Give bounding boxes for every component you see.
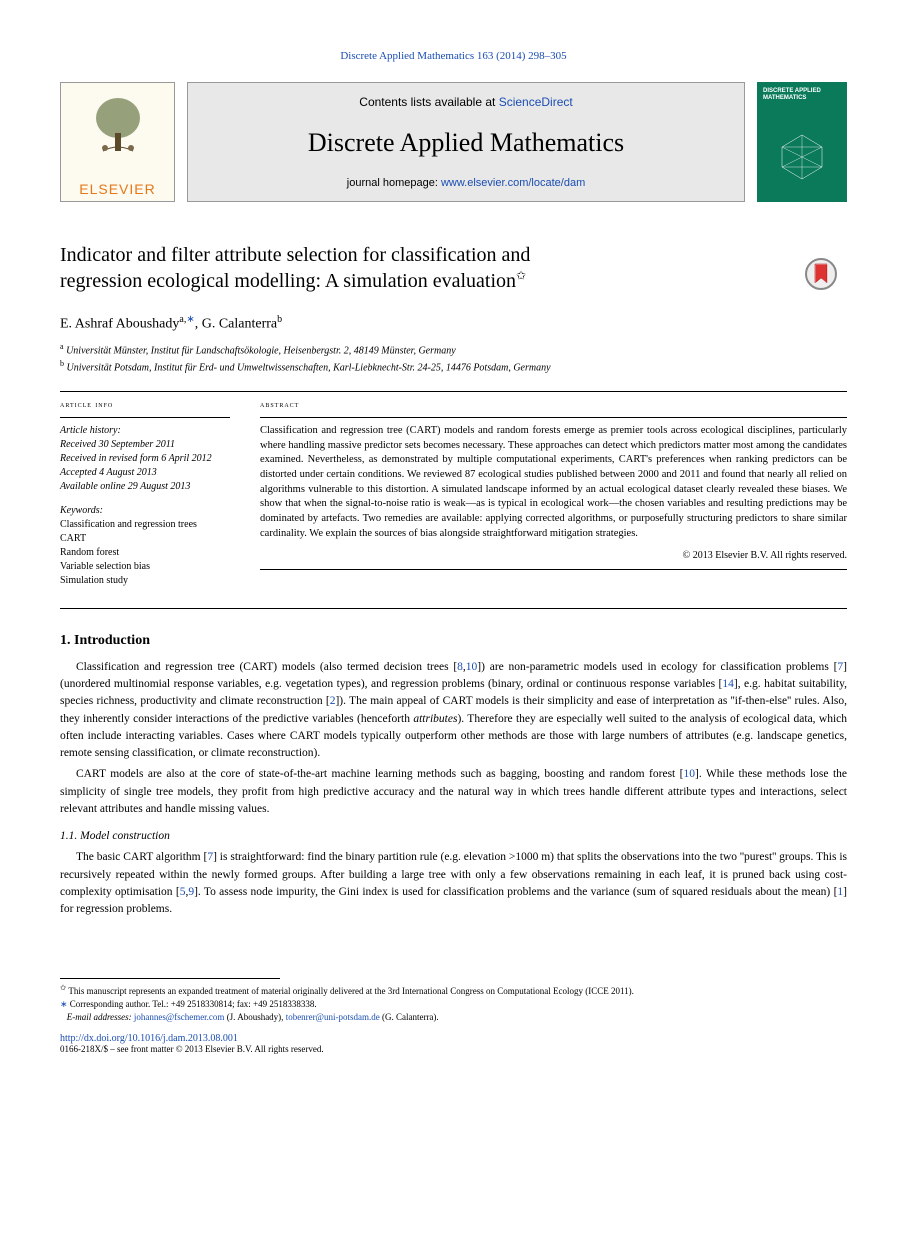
abstract-head: abstract <box>260 398 847 411</box>
footnote-rule <box>60 978 280 979</box>
journal-banner: Contents lists available at ScienceDirec… <box>187 82 745 202</box>
bookmark-icon <box>812 263 830 285</box>
doi-link[interactable]: http://dx.doi.org/10.1016/j.dam.2013.08.… <box>60 1033 238 1044</box>
cite-link[interactable]: 10 <box>684 768 696 780</box>
elsevier-logo[interactable]: ELSEVIER <box>60 82 175 202</box>
citation-link[interactable]: Discrete Applied Mathematics 163 (2014) … <box>340 50 566 62</box>
para-1: Classification and regression tree (CART… <box>60 659 847 763</box>
para-2: CART models are also at the core of stat… <box>60 766 847 818</box>
journal-cover-thumb[interactable]: DISCRETE APPLIED MATHEMATICS <box>757 82 847 202</box>
article-title: Indicator and filter attribute selection… <box>60 242 847 294</box>
keywords-list: Classification and regression trees CART… <box>60 518 230 588</box>
author-b: G. Calanterra <box>202 317 277 332</box>
sciencedirect-link[interactable]: ScienceDirect <box>499 95 573 109</box>
cite-link[interactable]: 10 <box>466 661 478 673</box>
elsevier-tree-icon <box>83 93 153 175</box>
cover-title: DISCRETE APPLIED MATHEMATICS <box>763 88 841 101</box>
article-info-head: article info <box>60 398 230 411</box>
abstract-text: Classification and regression tree (CART… <box>260 424 847 542</box>
article-info: article info Article history: Received 3… <box>60 398 230 588</box>
cite-link[interactable]: 7 <box>837 661 843 673</box>
para-3: The basic CART algorithm [7] is straight… <box>60 849 847 918</box>
affiliations: a Universität Münster, Institut für Land… <box>60 341 847 376</box>
abstract: abstract Classification and regression t… <box>260 398 847 588</box>
cite-link[interactable]: 7 <box>207 851 213 863</box>
corresponding-mark: ∗ <box>186 314 194 325</box>
divider <box>60 391 847 392</box>
elsevier-brand: ELSEVIER <box>79 181 155 197</box>
issn-copyright: 0166-218X/$ – see front matter © 2013 El… <box>60 1044 847 1054</box>
cite-link[interactable]: 1 <box>837 886 843 898</box>
journal-title: Discrete Applied Mathematics <box>208 128 724 158</box>
cite-link[interactable]: 2 <box>330 695 336 707</box>
divider <box>60 608 847 609</box>
cite-link[interactable]: 9 <box>188 886 194 898</box>
article-history: Article history: Received 30 September 2… <box>60 424 230 494</box>
title-block: Indicator and filter attribute selection… <box>60 242 847 294</box>
keywords-head: Keywords: <box>60 504 230 518</box>
homepage-link[interactable]: www.elsevier.com/locate/dam <box>441 177 585 189</box>
contents-line: Contents lists available at ScienceDirec… <box>208 95 724 109</box>
email-link[interactable]: tobenrer@uni-potsdam.de <box>286 1012 380 1022</box>
homepage-line: journal homepage: www.elsevier.com/locat… <box>208 177 724 189</box>
info-abstract-row: article info Article history: Received 3… <box>60 398 847 588</box>
author-a: E. Ashraf Aboushady <box>60 317 179 332</box>
doi-block: http://dx.doi.org/10.1016/j.dam.2013.08.… <box>60 1033 847 1054</box>
footnotes: ✩ This manuscript represents an expanded… <box>60 983 847 1023</box>
email-link[interactable]: johannes@fschemer.com <box>134 1012 225 1022</box>
authors: E. Ashraf Aboushadya,∗, G. Calanterrab <box>60 314 847 333</box>
section-1-heading: 1. Introduction <box>60 633 847 649</box>
cite-link[interactable]: 5 <box>180 886 186 898</box>
title-note-mark: ✩ <box>516 268 526 282</box>
cover-graph-icon <box>777 132 827 182</box>
cite-link[interactable]: 14 <box>722 678 734 690</box>
subsection-1-1-heading: 1.1. Model construction <box>60 828 847 845</box>
cite-link[interactable]: 8 <box>457 661 463 673</box>
header-citation: Discrete Applied Mathematics 163 (2014) … <box>60 50 847 62</box>
body-text: Classification and regression tree (CART… <box>60 659 847 919</box>
abstract-copyright: © 2013 Elsevier B.V. All rights reserved… <box>260 549 847 563</box>
crossmark-badge[interactable] <box>805 258 837 290</box>
masthead: ELSEVIER Contents lists available at Sci… <box>60 82 847 202</box>
